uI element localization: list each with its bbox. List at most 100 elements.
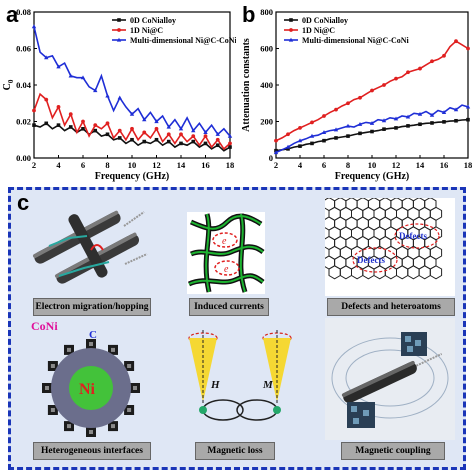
data-point: [228, 141, 232, 146]
x-tick-label: 10: [128, 160, 137, 170]
data-point: [191, 128, 196, 133]
coni-cube-highlight: [111, 347, 115, 352]
data-point: [215, 131, 220, 136]
data-point: [142, 130, 147, 135]
hexagon-ring: [396, 265, 409, 280]
data-point: [394, 76, 398, 81]
data-point: [369, 121, 375, 125]
caption-defects-heteroatoms: Defects and heteroatoms: [327, 298, 455, 316]
data-point: [56, 123, 61, 127]
y-tick-label: 800: [260, 7, 273, 17]
data-point: [228, 145, 232, 149]
data-point: [382, 127, 386, 131]
data-point: [203, 130, 208, 135]
hexagon-ring: [429, 265, 443, 280]
x-tick-label: 4: [56, 160, 61, 170]
data-point: [358, 131, 362, 136]
data-point: [166, 132, 171, 137]
y-tick-label: 0.06: [16, 44, 31, 54]
coni-cube-highlight: [89, 430, 93, 434]
data-point: [370, 88, 374, 93]
hexagon-ring: [418, 265, 431, 280]
coni-cube-highlight: [89, 342, 93, 346]
legend-label: 0D CoNialloy: [130, 16, 176, 25]
hexagon-ring: [328, 265, 341, 280]
panel-label-b: b: [242, 2, 256, 27]
data-point: [166, 139, 171, 144]
coni-cube-highlight: [111, 424, 115, 429]
data-point: [154, 126, 159, 131]
x-tick-label: 6: [81, 160, 85, 170]
data-point: [441, 110, 447, 114]
data-point: [406, 124, 410, 128]
data-point: [430, 59, 434, 64]
legend-label: 1D Ni@C: [130, 26, 163, 35]
caption-induced-currents: Induced currents: [189, 298, 269, 316]
induced-currents-illustration: e e: [187, 212, 265, 294]
data-point: [179, 132, 183, 137]
legend-marker: [117, 18, 121, 22]
x-tick-label: 6: [322, 160, 326, 170]
legend-label: 1D Ni@C: [302, 26, 335, 35]
data-point: [56, 105, 61, 109]
coni-label: CoNi: [31, 319, 58, 333]
x-tick-label: 18: [226, 160, 235, 170]
data-point: [215, 143, 220, 148]
data-point: [297, 138, 303, 143]
data-point: [274, 138, 278, 143]
nanotube-illustration: [32, 210, 148, 284]
legend-marker: [289, 18, 293, 22]
data-point: [322, 138, 326, 143]
y-axis-label-sub: 0: [7, 79, 15, 83]
coni-cube-highlight: [127, 364, 132, 368]
x-tick-label: 16: [440, 160, 449, 170]
hexagon-ring: [407, 265, 420, 280]
y-tick-label: 0.00: [16, 153, 31, 163]
legend-marker: [117, 28, 121, 32]
data-point: [466, 46, 470, 51]
data-point: [430, 121, 434, 125]
x-tick-label: 16: [201, 160, 210, 170]
y-tick-label: 600: [260, 44, 273, 54]
y-axis-label: Attenuation constants: [241, 38, 252, 132]
x-tick-label: 14: [177, 160, 186, 170]
data-point: [310, 120, 314, 125]
data-point: [68, 73, 73, 78]
data-point: [286, 147, 290, 151]
chart-b: 2 4 6 8 10 12 14 16 18 0 200 400 600 800 Frequency (GH…: [241, 7, 473, 182]
electron-migration-illustration: [29, 206, 149, 296]
data-point: [166, 124, 171, 129]
data-point: [322, 114, 326, 118]
data-point: [310, 141, 314, 146]
data-point: [454, 118, 458, 123]
data-point: [227, 133, 233, 138]
data-point: [191, 139, 196, 144]
data-point: [417, 111, 423, 116]
data-point: [321, 130, 327, 135]
legend-label: Multi-dimensional Ni@C-CoNi: [302, 36, 410, 45]
data-point: [203, 141, 208, 146]
magnetic-coupling-illustration: [325, 318, 455, 440]
x-tick-label: 4: [298, 160, 303, 170]
coni-cube-highlight: [50, 364, 55, 368]
data-point: [453, 107, 459, 112]
caption-magnetic-coupling: Magnetic coupling: [341, 442, 445, 460]
data-point: [142, 117, 147, 122]
data-point: [154, 119, 159, 124]
data-point: [81, 127, 85, 131]
data-point: [191, 134, 196, 139]
coni-cube-highlight: [67, 347, 71, 352]
data-point: [394, 126, 398, 130]
data-point: [285, 144, 291, 149]
data-point: [93, 123, 98, 128]
data-point: [44, 55, 49, 60]
caption-heterogeneous-interfaces: Heterogeneous interfaces: [33, 442, 151, 460]
x-tick-label: 8: [105, 160, 109, 170]
data-point: [178, 126, 184, 131]
data-point: [31, 24, 37, 29]
hexagon-ring: [362, 265, 375, 280]
data-point: [442, 53, 446, 58]
x-tick-label: 18: [464, 160, 473, 170]
electron-label-2: e: [224, 264, 229, 275]
data-point: [334, 107, 338, 112]
